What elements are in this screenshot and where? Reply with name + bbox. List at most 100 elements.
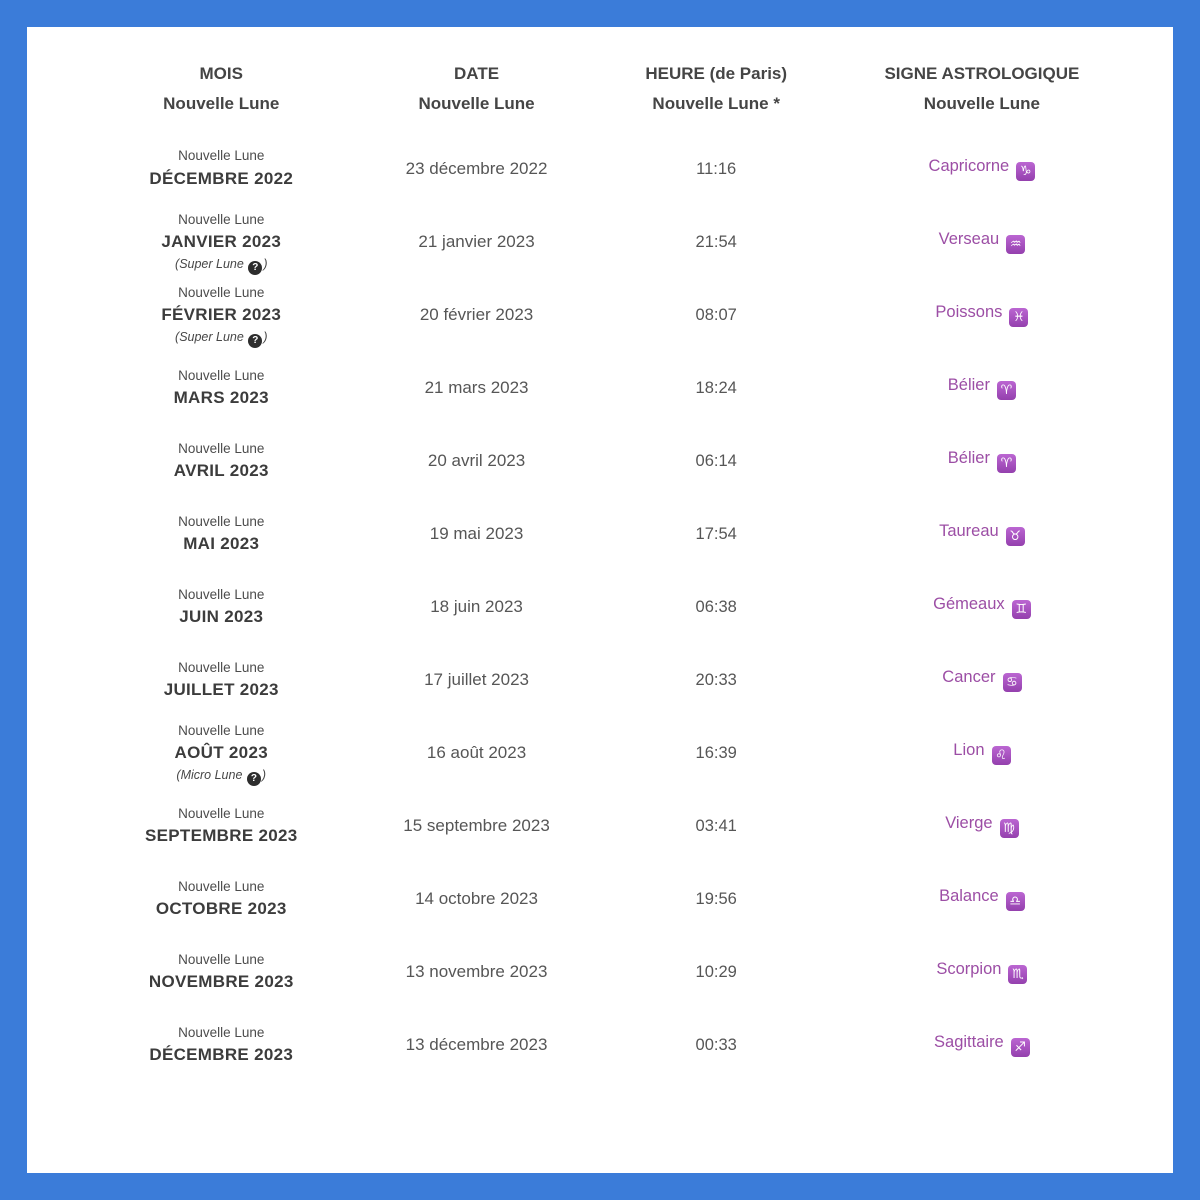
month-cell: Nouvelle Lune DÉCEMBRE 2022 ( ?) [91, 146, 352, 191]
time-cell: 00:33 [695, 1035, 737, 1054]
help-icon[interactable]: ? [248, 260, 263, 275]
row-month: NOVEMBRE 2023 [148, 972, 294, 992]
help-icon[interactable]: ? [248, 333, 263, 348]
header-signe-line1: SIGNE ASTROLOGIQUE [884, 64, 1080, 83]
table-row: Nouvelle Lune OCTOBRE 2023 ( ?) 14 octob… [91, 863, 1133, 936]
month-cell: Nouvelle Lune AOÛT 2023 (Micro Lune ?) [91, 721, 352, 786]
sign-name: Lion [953, 741, 985, 760]
row-month: MAI 2023 [183, 534, 260, 554]
month-cell: Nouvelle Lune FÉVRIER 2023 (Super Lune ?… [91, 283, 352, 348]
sign-name: Verseau [938, 230, 1000, 249]
sign-name: Cancer [942, 668, 996, 687]
row-month: MARS 2023 [173, 388, 269, 408]
sign-cell: Capricorne ♑ [831, 157, 1133, 181]
note-text: Micro Lune [180, 767, 243, 782]
header-heure: HEURE (de Paris) Nouvelle Lune * [602, 59, 831, 119]
row-sublabel: Nouvelle Lune [178, 805, 265, 821]
sign-name: Poissons [935, 303, 1003, 322]
sign-cell: Sagittaire ♐ [831, 1033, 1133, 1058]
month-cell: Nouvelle Lune SEPTEMBRE 2023 ( ?) [91, 804, 352, 849]
date-cell: 20 avril 2023 [427, 451, 526, 471]
time-cell: 08:07 [695, 305, 737, 324]
zodiac-icon: ♍ [999, 819, 1019, 839]
row-month: AVRIL 2023 [173, 461, 269, 481]
table-row: Nouvelle Lune JUIN 2023 ( ?) 18 juin 202… [91, 571, 1133, 644]
zodiac-icon: ♈ [996, 381, 1016, 401]
month-cell: Nouvelle Lune DÉCEMBRE 2023 ( ?) [91, 1023, 352, 1068]
time-cell: 11:16 [696, 159, 737, 178]
note-paren-open: ( [175, 329, 180, 344]
row-sublabel: Nouvelle Lune [178, 878, 265, 894]
sign-name: Balance [939, 887, 999, 906]
note-paren-close: ) [263, 329, 268, 344]
note-paren-open: ( [175, 256, 180, 271]
row-sublabel: Nouvelle Lune [178, 513, 265, 529]
header-date-line2: Nouvelle Lune [418, 93, 535, 113]
time-cell: 03:41 [695, 816, 737, 835]
table-row: Nouvelle Lune MARS 2023 ( ?) 21 mars 202… [91, 352, 1133, 425]
sign-cell: Lion ♌ [831, 741, 1133, 766]
row-sublabel: Nouvelle Lune [178, 586, 265, 602]
row-month: DÉCEMBRE 2023 [149, 1045, 294, 1065]
time-cell: 20:33 [695, 670, 737, 689]
table-row: Nouvelle Lune FÉVRIER 2023 (Super Lune ?… [91, 279, 1133, 352]
row-month: AOÛT 2023 [174, 743, 268, 763]
sign-name: Gémeaux [933, 595, 1005, 614]
month-cell: Nouvelle Lune NOVEMBRE 2023 ( ?) [91, 950, 352, 995]
row-month: OCTOBRE 2023 [155, 899, 287, 919]
row-sublabel: Nouvelle Lune [178, 1024, 265, 1040]
date-cell: 23 décembre 2022 [405, 159, 548, 178]
time-cell: 06:14 [695, 451, 737, 470]
date-cell: 21 janvier 2023 [418, 232, 535, 252]
new-moon-table: MOIS Nouvelle Lune DATE Nouvelle Lune HE… [27, 27, 1173, 1173]
sign-name: Bélier [947, 449, 990, 468]
date-cell: 20 février 2023 [419, 305, 534, 325]
sign-cell: Verseau ♒ [831, 230, 1133, 255]
table-row: Nouvelle Lune DÉCEMBRE 2023 ( ?) 13 déce… [91, 1009, 1133, 1082]
row-sublabel: Nouvelle Lune [178, 440, 265, 456]
month-cell: Nouvelle Lune JUILLET 2023 ( ?) [91, 658, 352, 703]
zodiac-icon: ♊ [1011, 600, 1031, 620]
zodiac-icon: ♎ [1005, 892, 1025, 912]
header-heure-line2: Nouvelle Lune * [652, 93, 780, 113]
row-sublabel: Nouvelle Lune [178, 284, 265, 300]
month-cell: Nouvelle Lune OCTOBRE 2023 ( ?) [91, 877, 352, 922]
date-cell: 15 septembre 2023 [403, 816, 550, 836]
header-signe: SIGNE ASTROLOGIQUE Nouvelle Lune [831, 59, 1133, 119]
row-month: SEPTEMBRE 2023 [144, 826, 298, 846]
zodiac-icon: ♓ [1009, 308, 1029, 328]
header-mois-line1: MOIS [199, 64, 243, 83]
zodiac-icon: ♑ [1016, 162, 1036, 181]
sign-name: Sagittaire [934, 1033, 1004, 1052]
sign-name: Scorpion [936, 960, 1002, 979]
table-body: Nouvelle Lune DÉCEMBRE 2022 ( ?) 23 déce… [91, 133, 1133, 1082]
row-sublabel: Nouvelle Lune [178, 211, 265, 227]
date-cell: 13 décembre 2023 [405, 1035, 548, 1055]
month-cell: Nouvelle Lune JUIN 2023 ( ?) [91, 585, 352, 630]
month-cell: Nouvelle Lune JANVIER 2023 (Super Lune ?… [91, 210, 352, 275]
row-month: FÉVRIER 2023 [161, 305, 282, 325]
table-row: Nouvelle Lune AVRIL 2023 ( ?) 20 avril 2… [91, 425, 1133, 498]
zodiac-icon: ♌ [991, 746, 1011, 766]
row-sublabel: Nouvelle Lune [178, 722, 265, 738]
sign-cell: Balance ♎ [831, 887, 1133, 912]
zodiac-icon: ♉ [1005, 527, 1025, 547]
time-cell: 21:54 [695, 232, 737, 251]
time-cell: 16:39 [695, 743, 737, 762]
time-cell: 17:54 [695, 524, 737, 543]
date-cell: 18 juin 2023 [430, 597, 523, 617]
zodiac-icon: ♈ [996, 454, 1016, 474]
table-row: Nouvelle Lune SEPTEMBRE 2023 ( ?) 15 sep… [91, 790, 1133, 863]
row-month: JUILLET 2023 [163, 680, 279, 700]
header-mois-line2: Nouvelle Lune [163, 93, 280, 113]
time-cell: 06:38 [695, 597, 737, 616]
header-mois: MOIS Nouvelle Lune [91, 59, 352, 119]
table-row: Nouvelle Lune MAI 2023 ( ?) 19 mai 2023 … [91, 498, 1133, 571]
row-sublabel: Nouvelle Lune [178, 659, 265, 675]
header-date: DATE Nouvelle Lune [352, 59, 602, 119]
note-text: Super Lune [179, 329, 244, 344]
date-cell: 13 novembre 2023 [405, 962, 548, 982]
zodiac-icon: ♒ [1006, 235, 1026, 255]
sign-name: Capricorne [928, 157, 1010, 175]
help-icon[interactable]: ? [246, 771, 261, 786]
